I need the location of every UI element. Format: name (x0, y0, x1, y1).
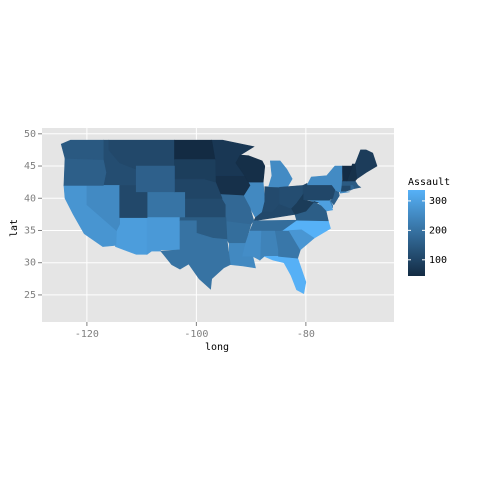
state (341, 180, 362, 189)
x-tick-label: -100 (184, 329, 208, 340)
state (302, 182, 336, 201)
legend-title: Assault (408, 177, 450, 188)
state (350, 185, 355, 191)
state (354, 149, 378, 180)
state (215, 175, 251, 197)
state (328, 199, 333, 209)
state (135, 165, 175, 193)
state (160, 220, 231, 290)
state (63, 157, 107, 186)
y-axis-label: lat (9, 219, 20, 237)
y-tick-label: 50 (24, 129, 36, 140)
x-tick-label: -80 (297, 329, 315, 340)
colorbar (408, 190, 425, 276)
state (291, 193, 319, 215)
state (86, 185, 120, 231)
legend-tick-label: 100 (429, 255, 447, 266)
state (218, 194, 255, 225)
y-tick-label: 45 (24, 161, 36, 172)
state (342, 165, 353, 182)
state (288, 229, 315, 251)
state (174, 139, 216, 160)
state (235, 154, 266, 183)
state (146, 191, 186, 218)
legend-tick-label: 200 (429, 225, 447, 236)
state (185, 198, 227, 218)
x-tick-label: -120 (75, 329, 99, 340)
state (60, 139, 104, 160)
state (146, 217, 181, 255)
y-tick-label: 30 (24, 258, 36, 269)
x-axis-label: long (205, 342, 229, 353)
y-tick-label: 40 (24, 193, 36, 204)
y-tick-label: 25 (24, 290, 36, 301)
state (174, 159, 216, 183)
legend-tick-label: 300 (429, 196, 447, 207)
y-tick-label: 35 (24, 225, 36, 236)
state (268, 160, 293, 188)
